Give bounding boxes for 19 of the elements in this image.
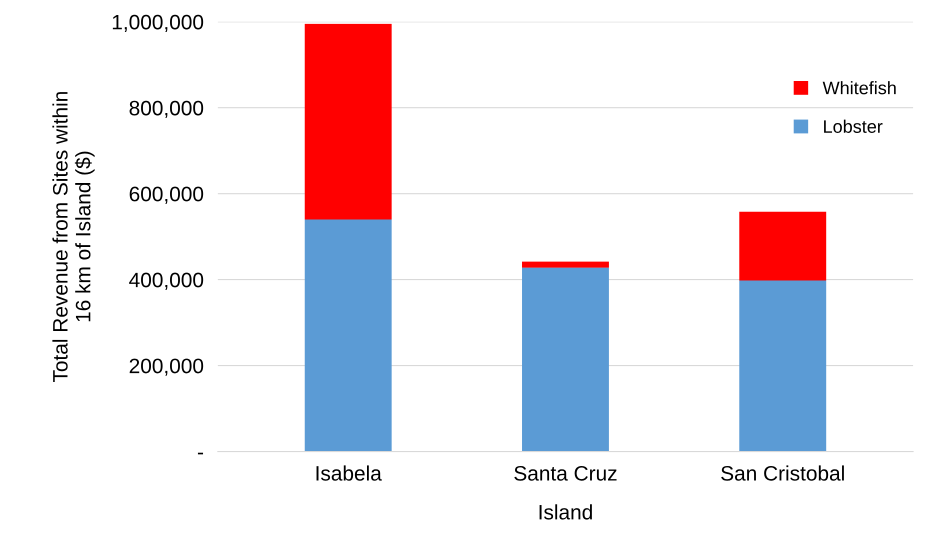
y-tick-label: 200,000 [130, 358, 204, 376]
y-tick-label: 400,000 [129, 272, 204, 290]
bar [304, 219, 392, 452]
x-axis-title: Island [540, 504, 592, 520]
y-tick-label: 800,000 [130, 100, 204, 118]
legend-label: Lobster [824, 120, 883, 133]
bar [522, 262, 609, 268]
bar [739, 212, 826, 280]
y-axis-title: Total Revenue from Sites within 16 km of Island ($) [52, 92, 95, 382]
y-tick-label: - [198, 452, 204, 454]
bar [739, 280, 826, 452]
y-tick-label: 600,000 [130, 186, 204, 204]
y-tick-label: 1,000,000 [112, 14, 204, 32]
x-tick-label: San Cristobal [721, 465, 844, 481]
x-tick-label: Isabela [316, 465, 382, 481]
legend-label: Whitefish [822, 81, 896, 94]
bar [304, 24, 392, 220]
bar [522, 268, 609, 452]
x-tick-label: Santa Cruz [514, 466, 617, 481]
